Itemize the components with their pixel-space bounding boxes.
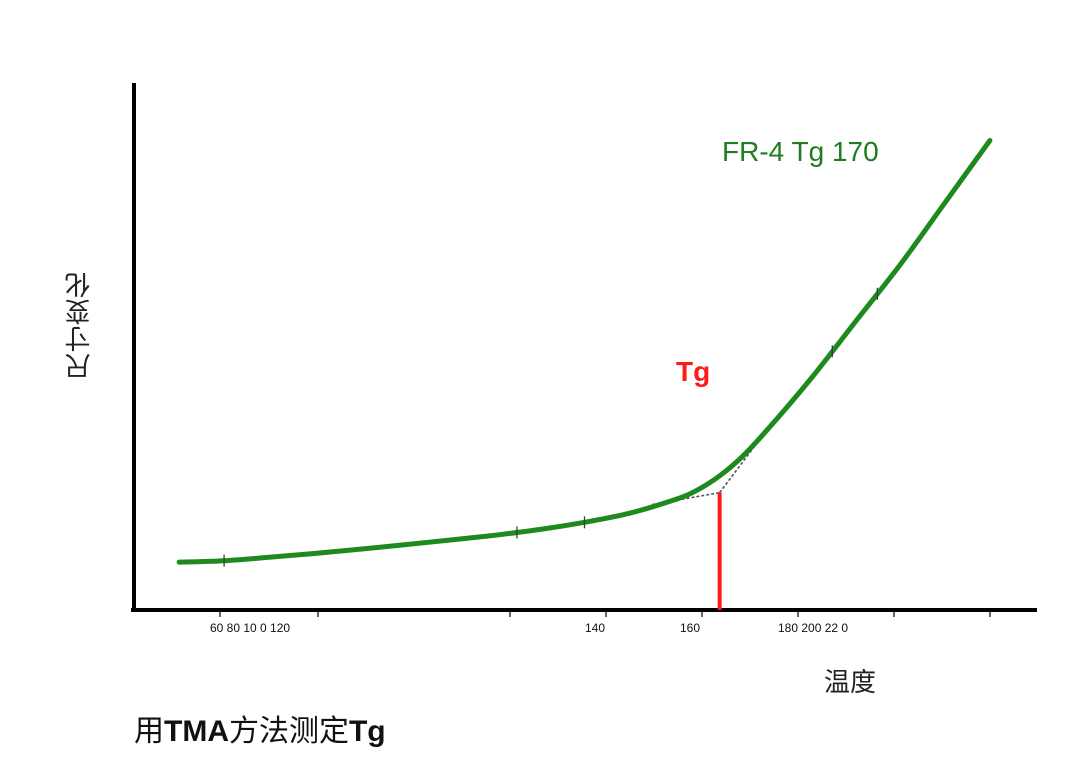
caption-part-3: 方法测定 [228, 714, 349, 749]
y-axis-label: 尺寸变化 [65, 271, 95, 379]
caption-part-1: 用 [134, 714, 164, 749]
x-tick-label-3: 160 [680, 621, 700, 635]
caption-part-4: Tg [348, 715, 386, 748]
x-axis-label: 温度 [823, 668, 876, 698]
x-tick-label-1: 60 80 10 0 120 [210, 621, 290, 635]
tangent-lines [651, 432, 766, 506]
series-label-fr4: FR-4 Tg 170 [722, 136, 879, 167]
series-markers [223, 287, 878, 567]
tg-label: Tg [676, 356, 710, 387]
figure-caption: 用TMA方法测定Tg [134, 706, 386, 750]
x-tick-label-2: 140 [585, 621, 605, 635]
x-ticks [219, 610, 991, 617]
x-tick-label-4: 180 200 22 0 [778, 621, 848, 635]
caption-part-2: TMA [164, 715, 229, 748]
series-line-fr4 [176, 138, 993, 565]
